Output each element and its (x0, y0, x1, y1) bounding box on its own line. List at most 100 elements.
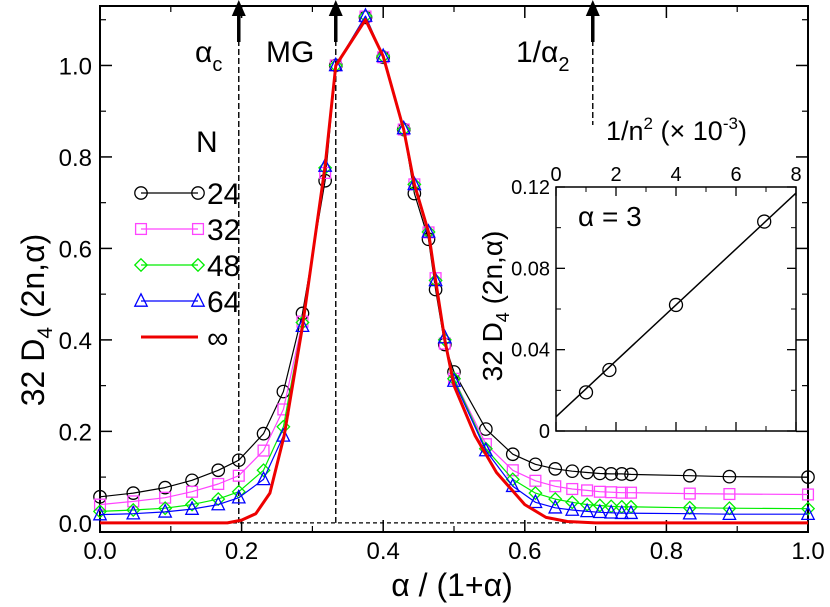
inset-x-tick-label: 0 (550, 164, 561, 186)
inset-y-tick-label: 0.12 (511, 177, 550, 199)
data-point (528, 486, 543, 501)
data-point (479, 422, 493, 436)
main-plot: αc MG 1/α2 0.0 0.2 0.4 0.6 0.8 1.0 0.00.20.40.6… (59, 0, 825, 565)
marker-label-main: α (195, 36, 212, 69)
data-point (565, 464, 580, 479)
y-tick-label: 1.0 (59, 53, 92, 80)
x-tick-label: 0.0 (83, 538, 116, 565)
y-tick-label: 0.2 (59, 419, 92, 446)
data-point (615, 486, 628, 499)
data-point (682, 505, 698, 520)
y-axis-label: 32 D4 (2n,α) (15, 234, 57, 406)
data-point (722, 505, 737, 521)
data-point (722, 469, 737, 484)
data-point (185, 485, 199, 498)
inset-frame (555, 186, 797, 432)
data-point (158, 480, 172, 495)
marker-label: MG (266, 36, 314, 69)
data-point (682, 468, 697, 483)
legend-entry: 24 (134, 178, 240, 211)
inset-y-tick-label: 0.08 (511, 258, 550, 280)
data-point (581, 484, 594, 497)
inset-data-point (757, 214, 772, 229)
data-point (624, 486, 638, 499)
data-point (184, 497, 200, 512)
legend-marker (134, 186, 148, 200)
legend-title: N (196, 126, 218, 159)
data-point (93, 498, 107, 511)
y-tick-label: 0.0 (59, 511, 92, 538)
inset-x-label-main: 1/n (606, 116, 644, 146)
data-point (407, 175, 422, 191)
data-point (683, 487, 696, 500)
legend-label: 32 (207, 214, 240, 247)
y-axis-ticks: 0.0 0.2 0.4 0.6 0.8 1.0 (59, 19, 808, 538)
data-point (579, 497, 595, 512)
data-point (592, 498, 607, 513)
data-point (592, 503, 608, 519)
data-point (92, 504, 108, 519)
data-point (212, 477, 225, 491)
marker-arrow-head (328, 0, 343, 16)
data-point (407, 177, 422, 192)
data-point (565, 495, 580, 510)
series-line (100, 18, 808, 525)
inset-y-label-prefix: 32 D (477, 322, 508, 381)
data-point (548, 462, 563, 476)
legend-label: 24 (207, 178, 240, 211)
data-point (505, 447, 520, 462)
data-point (549, 480, 562, 493)
data-point (528, 457, 543, 472)
data-point (126, 486, 141, 500)
data-point (93, 489, 107, 504)
data-point (801, 470, 815, 484)
marker-arrow-head (231, 0, 246, 16)
legend-entry: 48 (133, 250, 240, 283)
inset-x-label-unit-sup: -3 (723, 114, 738, 133)
legend-marker (191, 186, 205, 200)
vertical-markers: αc MG 1/α2 (195, 0, 600, 523)
y-tick-label: 0.4 (59, 328, 92, 355)
inset-x-label-sup: 2 (644, 114, 653, 133)
legend-marker (133, 292, 149, 307)
x-tick-label: 1.0 (791, 538, 824, 565)
inset-x-tick-label: 6 (730, 164, 741, 186)
data-point (579, 502, 595, 518)
data-point (603, 504, 619, 519)
data-point (256, 463, 271, 478)
data-point (257, 444, 270, 457)
legend-marker (134, 222, 148, 236)
marker-label-sub: c (212, 54, 222, 76)
data-point (376, 49, 391, 64)
y-tick-label: 0.8 (59, 145, 92, 172)
data-point (232, 469, 245, 482)
data-point (126, 502, 141, 518)
data-point (158, 501, 173, 516)
data-point (614, 467, 629, 481)
data-point (624, 467, 638, 482)
data-point (614, 504, 630, 520)
inset-x-label-unit: (× 10 (653, 116, 723, 146)
inset-title: α = 3 (578, 201, 642, 232)
data-point (800, 505, 816, 521)
data-point (256, 426, 271, 441)
inset-data-point (578, 385, 594, 400)
x-axis-ticks: 0.0 0.2 0.4 0.6 0.8 1.0 (83, 6, 825, 565)
legend-entry: 32 (134, 214, 240, 247)
series-layer (92, 7, 816, 525)
data-point (211, 491, 226, 507)
data-point (604, 467, 619, 481)
inset-x-label: 1/n2 (× 10-3) (606, 114, 747, 146)
legend-label: 48 (207, 250, 240, 283)
x-tick-label: 0.4 (367, 538, 400, 565)
inset-fit-line (555, 192, 797, 418)
data-point (592, 466, 607, 481)
legend-label: ∞ (207, 322, 228, 355)
data-point (548, 491, 563, 507)
inset-y-label-sub: 4 (493, 312, 513, 322)
inset-x-ticks: 0 2 4 6 8 (550, 164, 802, 431)
x-axis-label: α / (1+α) (391, 567, 512, 603)
inset-x-tick-label: 2 (610, 164, 621, 186)
data-point (506, 464, 519, 477)
